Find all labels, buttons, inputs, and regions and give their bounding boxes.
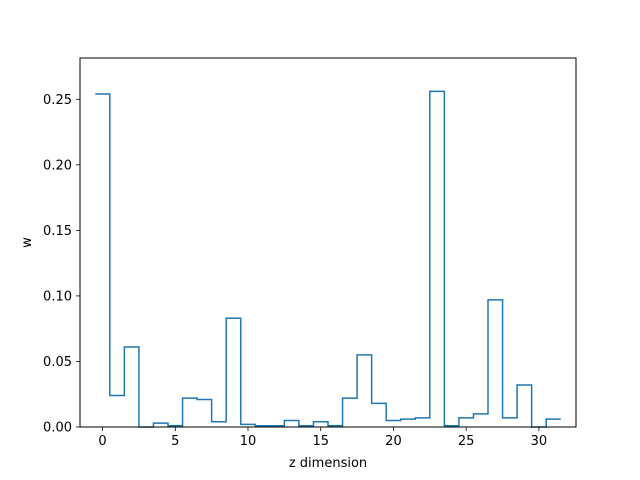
y-tick-label: 0.05 xyxy=(43,355,72,370)
x-tick-label: 0 xyxy=(98,434,106,449)
x-tick-label: 10 xyxy=(240,434,257,449)
y-tick-label: 0.15 xyxy=(43,224,72,239)
plot-area xyxy=(95,90,561,428)
y-tick-label: 0.25 xyxy=(43,93,72,108)
y-axis-label: w xyxy=(20,237,35,248)
x-tick-label: 25 xyxy=(458,434,475,449)
x-tick-label: 30 xyxy=(531,434,548,449)
x-tick-label: 20 xyxy=(385,434,402,449)
series-step-line xyxy=(95,90,561,428)
x-tick-label: 5 xyxy=(171,434,179,449)
x-axis-label: z dimension xyxy=(289,456,367,471)
x-axis: 0 5 10 15 20 25 30 xyxy=(98,427,547,449)
x-tick-label: 15 xyxy=(312,434,329,449)
y-tick-label: 0.00 xyxy=(43,421,72,436)
y-axis: 0.00 0.05 0.10 0.15 0.20 0.25 xyxy=(43,93,80,436)
y-tick-label: 0.20 xyxy=(43,158,72,173)
axes-frame xyxy=(79,57,577,428)
y-tick-label: 0.10 xyxy=(43,289,72,304)
